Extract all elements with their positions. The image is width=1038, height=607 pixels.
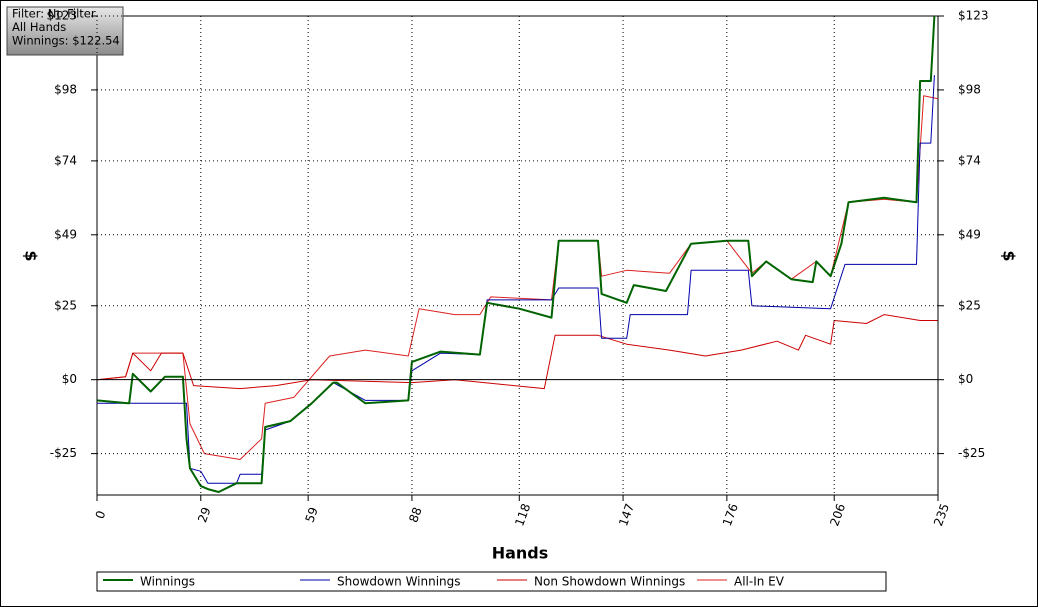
y-tick-label: $25 — [54, 298, 77, 312]
y2-axis-title: $ — [1000, 250, 1019, 261]
y-tick-label: $98 — [54, 82, 77, 96]
legend-label: Showdown Winnings — [337, 575, 461, 589]
legend-label: Winnings — [140, 575, 195, 589]
legend — [96, 571, 887, 592]
y-tick-label: $0 — [62, 372, 77, 386]
x-tick-label: 29 — [195, 505, 213, 524]
y2-tick-label: $123 — [958, 9, 989, 23]
info-text: All Hands — [12, 20, 66, 34]
series-line — [96, 15, 936, 493]
series-line — [96, 314, 938, 390]
x-tick-label: 59 — [302, 505, 320, 524]
legend-label: Non Showdown Winnings — [534, 575, 685, 589]
info-text: Filter: No Filter — [12, 7, 96, 21]
y-tick-label: $74 — [54, 153, 77, 167]
y2-tick-label: $0 — [958, 372, 973, 386]
y2-tick-label: $49 — [958, 227, 981, 241]
y-tick-label: $49 — [54, 227, 77, 241]
y2-tick-label: $25 — [958, 298, 981, 312]
x-tick-label: 0 — [93, 509, 109, 521]
y-axis-title: $ — [22, 250, 41, 261]
y2-tick-label: $98 — [958, 82, 981, 96]
series-layer — [96, 15, 939, 493]
info-text: Winnings: $122.54 — [12, 34, 120, 48]
y2-tick-label: -$25 — [958, 446, 985, 460]
y-tick-label: -$25 — [50, 446, 77, 460]
y-tick-label: $123 — [46, 9, 77, 23]
y2-tick-label: $74 — [958, 153, 981, 167]
info-box — [6, 6, 124, 56]
x-tick-label: 88 — [406, 505, 424, 524]
x-axis-title: Hands — [492, 544, 549, 563]
legend-label: All-In EV — [734, 575, 785, 589]
